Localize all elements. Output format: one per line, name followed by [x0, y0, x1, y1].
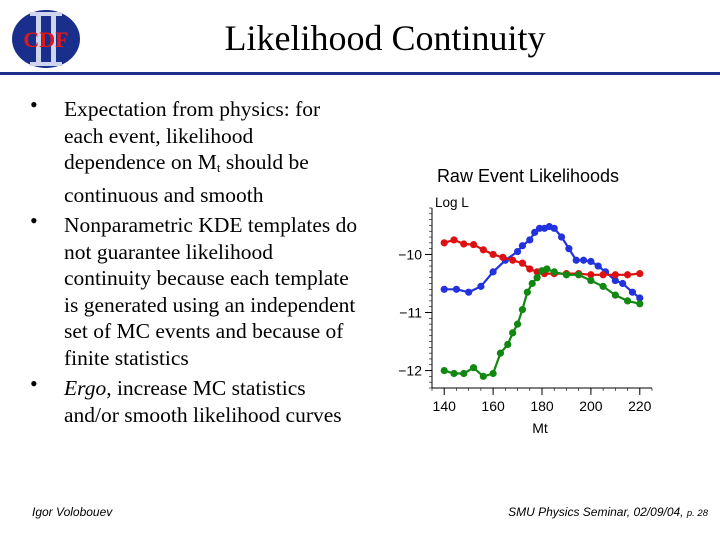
data-point-green [523, 288, 531, 296]
series-line-blue [444, 225, 641, 299]
x-tick-label: 140 [433, 398, 457, 414]
y-axis-label: Log L [435, 195, 469, 210]
bullet-item: • Expectation from physics: for each eve… [30, 92, 360, 208]
data-point-blue [477, 282, 485, 290]
bullet-item: • Nonparametric KDE templates do not gua… [30, 208, 360, 371]
data-point-blue [513, 247, 522, 256]
data-point-blue [489, 268, 497, 276]
footer-author: Igor Volobouev [32, 505, 113, 519]
footer-page: p. 28 [686, 508, 708, 519]
data-point-red [479, 246, 487, 254]
data-point-red [623, 271, 632, 279]
data-point-blue [594, 262, 602, 270]
data-point-blue [557, 233, 566, 241]
data-point-red [450, 236, 458, 244]
data-point-blue [579, 256, 588, 264]
data-point-red [636, 270, 644, 278]
data-point-blue [587, 257, 595, 266]
data-point-red [460, 240, 468, 248]
data-point-green [543, 265, 551, 273]
y-tick-label: −12 [398, 363, 422, 379]
data-point-green [440, 366, 448, 375]
data-point-green [469, 364, 478, 372]
data-point-blue [628, 288, 637, 296]
bullet-2-text: Nonparametric KDE templates do not guara… [64, 213, 358, 370]
data-point-green [450, 369, 458, 378]
data-point-green [611, 291, 619, 299]
data-point-red [440, 239, 448, 247]
title-rule [0, 72, 720, 75]
slide-title: Likelihood Continuity [224, 18, 546, 58]
data-point-blue [611, 276, 619, 285]
footer-venue-text: SMU Physics Seminar, 02/09/04, [508, 505, 684, 519]
data-point-red [499, 253, 507, 261]
data-point-green [562, 271, 571, 279]
cdf-logo: CDF [12, 10, 80, 68]
bullet-list: • Expectation from physics: for each eve… [30, 92, 360, 428]
bullet-dot-icon: • [30, 371, 38, 396]
raw-event-likelihoods-chart: Raw Event Likelihoods Log L Mt −12 −11 −10 140… [398, 166, 653, 436]
mt-subscript: t [216, 160, 221, 175]
data-point-blue [452, 285, 461, 293]
data-point-red [611, 271, 619, 279]
x-tick-label: 160 [481, 398, 505, 414]
data-point-green [550, 268, 558, 276]
footer-venue: SMU Physics Seminar, 02/09/04, p. 28 [508, 505, 708, 519]
data-point-blue [565, 245, 573, 253]
y-tick-label: −10 [398, 246, 422, 262]
bullet-3-emphasis: Ergo [64, 376, 107, 400]
data-point-red [509, 256, 517, 264]
data-point-green [518, 306, 527, 314]
data-point-blue [465, 288, 473, 296]
data-point-blue [531, 228, 539, 236]
data-point-green [496, 349, 505, 357]
y-tick-label: −11 [399, 305, 422, 321]
data-point-green [587, 276, 595, 285]
data-point-blue [550, 224, 558, 232]
bullet-1-text-a: Expectation from physics: for each event… [64, 97, 321, 174]
data-point-blue [572, 256, 580, 264]
data-point-red [587, 271, 595, 279]
data-point-green [533, 274, 541, 282]
logo-text: CDF [23, 27, 68, 52]
series-line-green [443, 267, 641, 378]
bullet-dot-icon: • [30, 92, 38, 117]
bullet-1-text-b: should be continuous and smooth [64, 150, 309, 207]
data-point-blue [636, 294, 644, 302]
x-tick-label: 220 [628, 398, 652, 414]
data-point-blue [619, 279, 627, 288]
chart-title: Raw Event Likelihoods [437, 166, 619, 186]
bullet-dot-icon: • [30, 208, 38, 233]
x-tick-label: 180 [530, 398, 554, 414]
data-point-green [513, 320, 522, 328]
data-point-green [623, 297, 632, 305]
data-point-green [599, 282, 607, 290]
data-point-blue [526, 236, 534, 244]
data-point-red [599, 271, 607, 279]
data-point-red [469, 240, 478, 249]
data-point-green [636, 300, 644, 308]
data-point-green [479, 372, 487, 380]
data-point-red [489, 250, 497, 259]
data-point-green [504, 340, 512, 349]
data-point-green [460, 369, 468, 378]
x-axis-label: Mt [532, 420, 548, 436]
data-point-green [528, 279, 536, 288]
data-point-green [489, 369, 497, 378]
bullet-3-text: , increase MC statistics and/or smooth l… [64, 376, 342, 427]
data-point-blue [440, 285, 448, 293]
x-tick-label: 200 [579, 398, 603, 414]
data-point-red [526, 265, 534, 273]
data-point-blue [518, 242, 527, 250]
data-point-green [509, 329, 517, 337]
data-point-red [518, 259, 527, 267]
bullet-item: • Ergo, increase MC statistics and/or sm… [30, 371, 360, 428]
data-point-green [575, 271, 583, 279]
